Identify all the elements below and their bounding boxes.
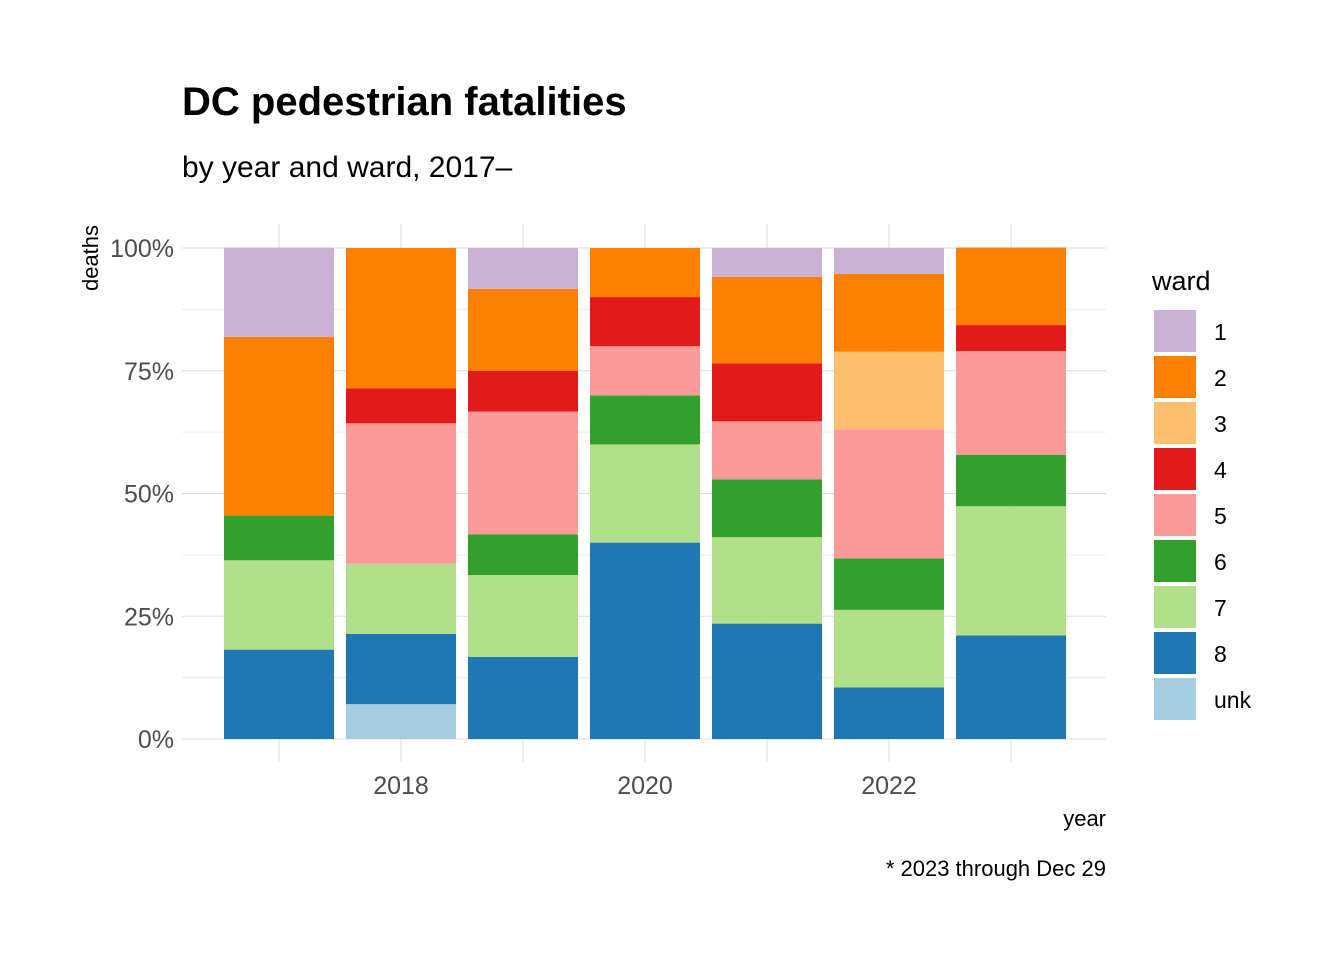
bar-2019-ward-6	[468, 534, 578, 576]
bar-2020-ward-6	[590, 395, 700, 445]
legend-swatch-3	[1154, 402, 1196, 444]
legend-label-8: 8	[1214, 641, 1227, 667]
legend-label-unk: unk	[1214, 687, 1252, 713]
legend-label-7: 7	[1214, 595, 1227, 621]
legend: 1 2 3 4 5 6 7 8 unk	[1154, 310, 1252, 720]
bar-2022-ward-5	[834, 429, 944, 559]
bar-2019-ward-4	[468, 370, 578, 412]
x-tick-label: 2022	[861, 772, 917, 800]
y-tick-label: 0%	[138, 726, 174, 754]
bar-2023-ward-5	[956, 351, 1066, 455]
legend-swatch-4	[1154, 448, 1196, 490]
legend-label-6: 6	[1214, 549, 1227, 575]
bar-2018-ward-8	[346, 633, 456, 705]
legend-label-4: 4	[1214, 457, 1227, 483]
bar-2021-ward-2	[712, 276, 822, 364]
bar-2022-ward-3	[834, 351, 944, 430]
bar-2017-ward-8	[224, 649, 334, 739]
y-tick-label: 25%	[124, 603, 174, 631]
x-axis-label: year	[1063, 806, 1106, 831]
legend-label-2: 2	[1214, 365, 1227, 391]
bar-2019-ward-1	[468, 248, 578, 289]
legend-swatch-8	[1154, 632, 1196, 674]
bar-2017-ward-1	[224, 247, 334, 337]
bar-2018-ward-2	[346, 248, 456, 389]
bar-2020-ward-5	[590, 346, 700, 396]
bar-2021-ward-4	[712, 363, 822, 422]
bar-2018-ward-5	[346, 423, 456, 564]
bar-2017-ward-2	[224, 336, 334, 516]
bar-2021-ward-1	[712, 248, 822, 277]
y-axis-label: deaths	[78, 225, 103, 291]
bar-2020-ward-7	[590, 444, 700, 543]
bar-2020-ward-4	[590, 297, 700, 347]
x-tick-label: 2020	[617, 772, 673, 800]
bar-2017-ward-6	[224, 515, 334, 561]
bar-2022-ward-8	[834, 687, 944, 739]
bar-2021-ward-8	[712, 623, 822, 739]
y-tick-label: 50%	[124, 481, 174, 509]
bar-2020-ward-2	[590, 248, 700, 298]
y-tick-label: 75%	[124, 358, 174, 386]
bar-2023-ward-7	[956, 506, 1066, 636]
bar-2022-ward-2	[834, 274, 944, 352]
legend-swatch-1	[1154, 310, 1196, 352]
bar-2023-ward-8	[956, 635, 1066, 739]
bars	[224, 247, 1066, 739]
chart-title: DC pedestrian fatalities	[182, 80, 627, 124]
chart-caption: * 2023 through Dec 29	[886, 856, 1106, 881]
y-axis-ticks: 0% 25% 50% 75% 100%	[110, 235, 174, 754]
legend-title: ward	[1151, 266, 1211, 296]
y-tick-label: 100%	[110, 235, 174, 263]
bar-2023-ward-4	[956, 325, 1066, 352]
bar-2018-ward-4	[346, 388, 456, 424]
legend-swatch-7	[1154, 586, 1196, 628]
legend-swatch-2	[1154, 356, 1196, 398]
bar-2023-ward-2	[956, 247, 1066, 326]
x-axis-ticks: 2018 2020 2022	[373, 772, 917, 800]
legend-label-3: 3	[1214, 411, 1227, 437]
bar-2022-ward-7	[834, 609, 944, 688]
legend-label-5: 5	[1214, 503, 1227, 529]
bar-2020-ward-8	[590, 542, 700, 739]
bar-2021-ward-5	[712, 421, 822, 480]
bar-2021-ward-7	[712, 537, 822, 624]
bar-2017-ward-7	[224, 560, 334, 650]
bar-2021-ward-6	[712, 479, 822, 538]
x-tick-label: 2018	[373, 772, 429, 800]
legend-label-1: 1	[1214, 319, 1227, 345]
chart-subtitle: by year and ward, 2017–	[182, 151, 513, 184]
bar-2022-ward-6	[834, 558, 944, 610]
bar-2023-ward-6	[956, 454, 1066, 507]
bar-2019-ward-8	[468, 657, 578, 739]
legend-swatch-5	[1154, 494, 1196, 536]
bar-2018-ward-7	[346, 563, 456, 634]
bar-2019-ward-7	[468, 575, 578, 658]
legend-swatch-6	[1154, 540, 1196, 582]
bar-2019-ward-5	[468, 411, 578, 535]
bar-2022-ward-1	[834, 248, 944, 275]
legend-swatch-unk	[1154, 678, 1196, 720]
bar-2019-ward-2	[468, 288, 578, 371]
bar-2018-ward-unk	[346, 704, 456, 739]
